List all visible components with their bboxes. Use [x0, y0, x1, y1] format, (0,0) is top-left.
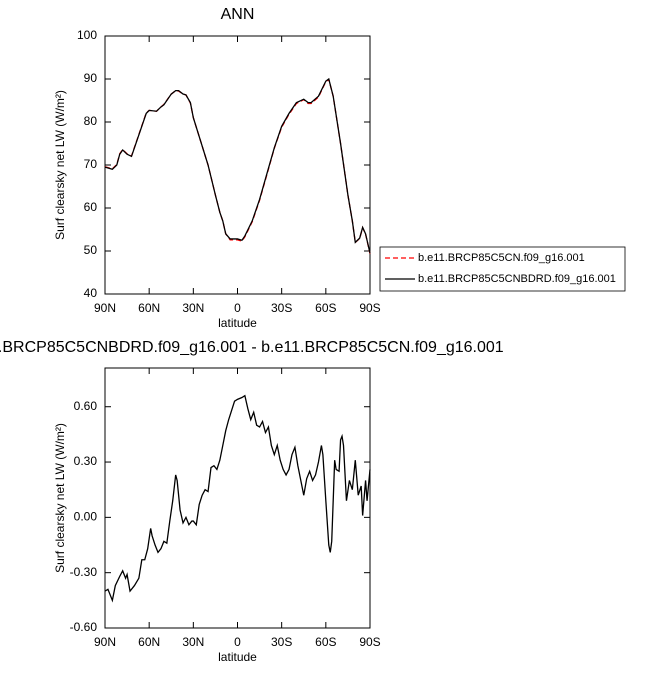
x-tick-label: 0	[234, 301, 241, 315]
y-tick-label: 40	[84, 286, 98, 300]
y-tick-label: 80	[84, 114, 98, 128]
chart-title: ANN	[221, 6, 255, 23]
x-tick-label: 0	[234, 635, 241, 649]
y-tick-label: -0.30	[70, 565, 98, 579]
x-tick-label: 90N	[94, 301, 116, 315]
x-tick-label: 90S	[359, 301, 380, 315]
legend-label: b.e11.BRCP85C5CNBDRD.f09_g16.001	[418, 273, 616, 285]
legend-label: b.e11.BRCP85C5CN.f09_g16.001	[418, 252, 585, 264]
y-tick-label: -0.60	[70, 620, 98, 634]
x-tick-label: 90S	[359, 635, 380, 649]
y-axis-label: Surf clearsky net LW (W/m²)	[53, 90, 67, 240]
x-tick-label: 30N	[182, 635, 204, 649]
x-tick-label: 60N	[138, 301, 160, 315]
x-axis-label: latitude	[218, 650, 257, 664]
plot-frame	[104, 367, 371, 629]
legend-frame	[379, 246, 626, 292]
x-tick-label: 60N	[138, 635, 160, 649]
y-tick-label: 0.00	[74, 510, 98, 524]
y-axis-label: Surf clearsky net LW (W/m²)	[53, 423, 67, 573]
x-tick-label: 60S	[315, 635, 336, 649]
data-line	[104, 394, 371, 603]
chart-title: 11.BRCP85C5CNBDRD.f09_g16.001 - b.e11.BR…	[0, 339, 504, 356]
x-axis-label: latitude	[218, 316, 257, 330]
plot-frame	[104, 35, 371, 295]
x-tick-label: 30S	[271, 635, 292, 649]
y-tick-label: 90	[84, 71, 98, 85]
y-tick-label: 100	[77, 28, 97, 42]
y-tick-label: 60	[84, 200, 98, 214]
y-tick-label: 0.30	[74, 454, 98, 468]
x-tick-label: 30N	[182, 301, 204, 315]
x-tick-label: 30S	[271, 301, 292, 315]
y-tick-label: 0.60	[74, 399, 98, 413]
x-tick-label: 90N	[94, 635, 116, 649]
x-tick-label: 60S	[315, 301, 336, 315]
data-line	[104, 77, 371, 254]
data-line	[104, 78, 371, 254]
y-tick-label: 50	[84, 243, 98, 257]
y-tick-label: 70	[84, 157, 98, 171]
